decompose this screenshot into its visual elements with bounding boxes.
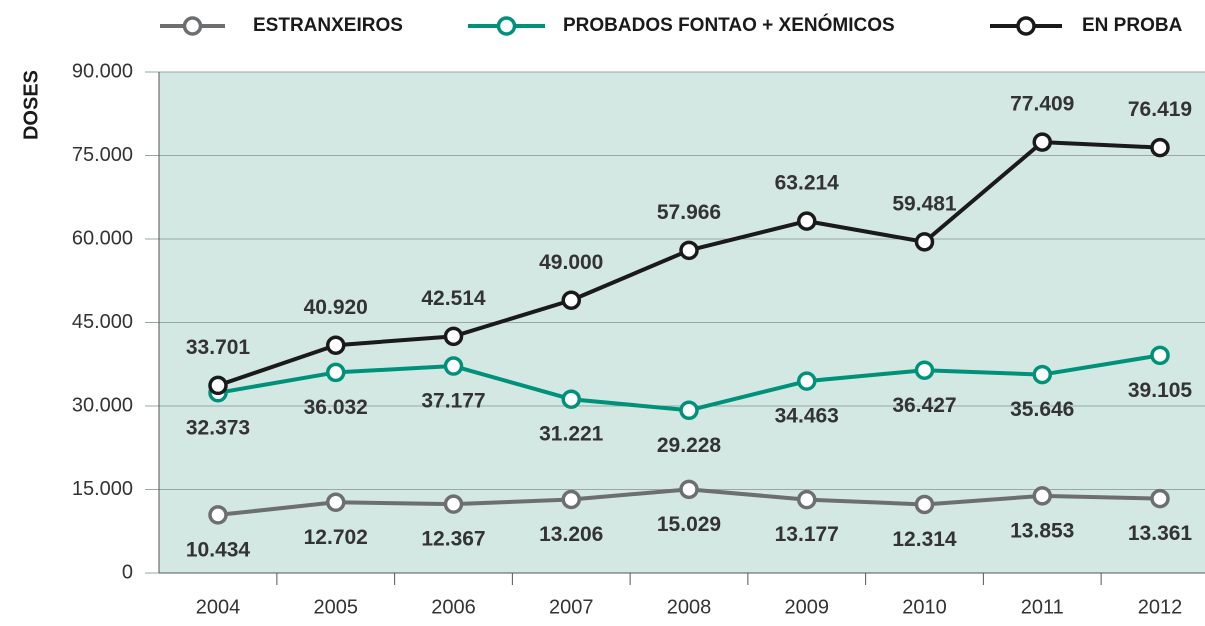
legend-label: ESTRANXEIROS [253,15,403,36]
value-label: 12.702 [304,526,368,549]
y-tick-label: 45.000 [72,311,133,333]
x-tick-label: 2005 [314,596,359,618]
point-marker [797,211,817,231]
point-marker [443,494,464,514]
value-label: 33.701 [186,336,251,359]
value-label: 13.206 [539,523,603,546]
point-marker [679,240,699,261]
value-label: 12.367 [421,528,485,551]
y-tick-label: 30.000 [72,394,133,416]
value-label: 77.409 [1010,93,1074,116]
value-label: 32.373 [186,416,250,439]
value-label: 57.966 [657,201,721,224]
value-label: 40.920 [304,296,368,319]
value-label: 59.481 [892,192,957,215]
x-tick-label: 2009 [785,596,830,618]
point-marker [561,389,581,409]
point-marker [679,400,699,421]
point-marker [914,360,935,380]
value-label: 15.029 [657,513,721,536]
legend-marker [1016,16,1036,36]
point-marker [797,489,817,510]
value-label: 76.419 [1128,98,1192,121]
point-marker [1150,488,1170,509]
point-marker [561,489,581,510]
value-label: 29.228 [657,434,722,457]
value-label: 34.463 [775,405,839,428]
point-marker [1032,364,1052,385]
legend-label: EN PROBA [1082,15,1183,36]
point-marker [797,371,817,391]
value-label: 36.427 [892,394,956,417]
y-tick-label: 75.000 [72,144,133,166]
point-marker [326,362,346,383]
point-marker [443,356,464,376]
point-marker [1032,132,1052,152]
value-label: 13.361 [1128,522,1193,545]
point-marker [561,290,581,310]
x-tick-label: 2012 [1138,596,1183,618]
y-tick-label: 90.000 [72,60,133,82]
point-marker [1150,345,1170,366]
value-label: 63.214 [775,172,840,195]
value-label: 49.000 [539,251,603,274]
legend-label: PROBADOS FONTAO + XENÓMICOS [563,14,895,36]
point-marker [208,375,228,396]
value-label: 36.032 [304,396,368,419]
value-label: 10.434 [186,538,251,561]
x-tick-label: 2006 [431,596,476,618]
value-label: 37.177 [421,390,485,413]
x-tick-label: 2008 [667,596,712,618]
x-tick-label: 2007 [549,596,594,618]
point-marker [326,492,346,513]
value-label: 35.646 [1010,398,1074,421]
legend-marker [496,16,517,36]
x-tick-label: 2011 [1021,596,1064,618]
value-label: 42.514 [421,287,486,310]
y-tick-label: 60.000 [72,227,133,249]
value-label: 31.221 [539,423,604,446]
y-tick-label: 15.000 [72,478,133,500]
point-marker [326,335,346,355]
y-tick-label: 0 [122,561,133,583]
y-axis-title: DOSES [20,70,42,140]
x-tick-label: 2004 [196,596,241,618]
value-label: 13.177 [775,523,839,546]
legend-marker [182,16,203,36]
point-marker [914,232,935,252]
point-marker [914,494,935,515]
point-marker [208,505,228,525]
value-label: 12.314 [892,528,957,551]
point-marker [443,326,464,347]
value-label: 39.105 [1128,379,1193,402]
point-marker [679,479,699,500]
point-marker [1032,486,1052,506]
point-marker [1150,137,1170,158]
value-label: 13.853 [1010,519,1074,542]
x-tick-label: 2010 [902,596,947,618]
